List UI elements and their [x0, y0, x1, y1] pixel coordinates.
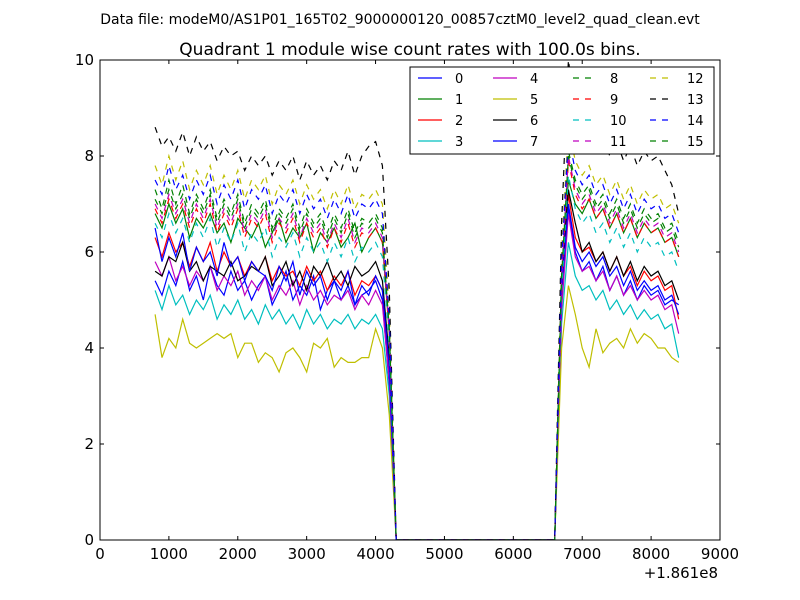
x-offset-label: +1.861e8 [644, 564, 718, 582]
series-line-12 [154, 127, 680, 540]
series-line-7 [154, 203, 680, 540]
series-line-8 [154, 151, 680, 540]
x-tick-label: 5000 [425, 545, 463, 563]
legend-label-11: 11 [610, 135, 627, 150]
legend-label-9: 9 [610, 93, 618, 108]
x-tick-label: 3000 [288, 545, 326, 563]
y-tick-label: 0 [84, 531, 94, 549]
series-line-4 [154, 213, 680, 540]
x-tick-label: 1000 [150, 545, 188, 563]
legend-box [409, 66, 715, 155]
series-line-2 [154, 194, 680, 540]
y-tick-label: 4 [84, 339, 94, 357]
x-tick-label: 4000 [356, 545, 394, 563]
series-line-5 [154, 285, 680, 540]
series-line-0 [154, 208, 680, 540]
x-tick-label: 0 [95, 545, 105, 563]
series-line-11 [154, 155, 680, 540]
series-line-10 [154, 175, 680, 540]
y-tick-label: 10 [75, 51, 94, 69]
y-tick-label: 2 [84, 435, 94, 453]
series-line-15 [154, 155, 680, 540]
x-tick-label: 8000 [632, 545, 670, 563]
legend-label-12: 12 [687, 72, 704, 87]
legend-label-14: 14 [687, 114, 704, 129]
legend-label-3: 3 [455, 135, 463, 150]
y-tick-label: 6 [84, 243, 94, 261]
legend-label-7: 7 [530, 135, 538, 150]
y-tick-label: 8 [84, 147, 94, 165]
series-layer [154, 60, 680, 540]
legend-label-4: 4 [530, 72, 538, 87]
series-line-9 [154, 160, 680, 540]
legend-label-13: 13 [687, 93, 704, 108]
legend-label-6: 6 [530, 114, 538, 129]
legend-label-1: 1 [455, 93, 463, 108]
legend-label-10: 10 [610, 114, 627, 129]
legend-label-2: 2 [455, 114, 463, 129]
chart-title: Quadrant 1 module wise count rates with … [179, 40, 640, 60]
axis-ticks: 0 1000 2000 3000 4000 5000 6000 7000 8000 9000 0 2 4… [75, 51, 739, 563]
legend-label-0: 0 [455, 72, 463, 87]
legend-label-5: 5 [530, 93, 538, 108]
legend-label-8: 8 [610, 72, 618, 87]
series-line-6 [154, 189, 680, 540]
x-tick-label: 2000 [219, 545, 257, 563]
legend-label-15: 15 [687, 135, 704, 150]
x-tick-label: 7000 [563, 545, 601, 563]
series-line-3 [154, 242, 680, 540]
x-tick-label: 9000 [701, 545, 739, 563]
figure-suptitle: Data file: modeM0/AS1P01_165T02_90000001… [100, 12, 700, 28]
plot-frame [99, 59, 721, 541]
x-tick-label: 6000 [494, 545, 532, 563]
